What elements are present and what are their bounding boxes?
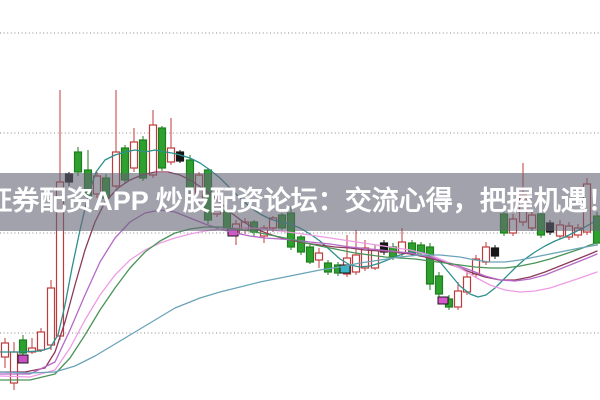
promo-banner: 证券配资APP 炒股配资论坛：交流心得，把握机遇！ bbox=[0, 173, 600, 231]
promo-banner-text: 证券配资APP 炒股配资论坛：交流心得，把握机遇！ bbox=[0, 185, 600, 216]
